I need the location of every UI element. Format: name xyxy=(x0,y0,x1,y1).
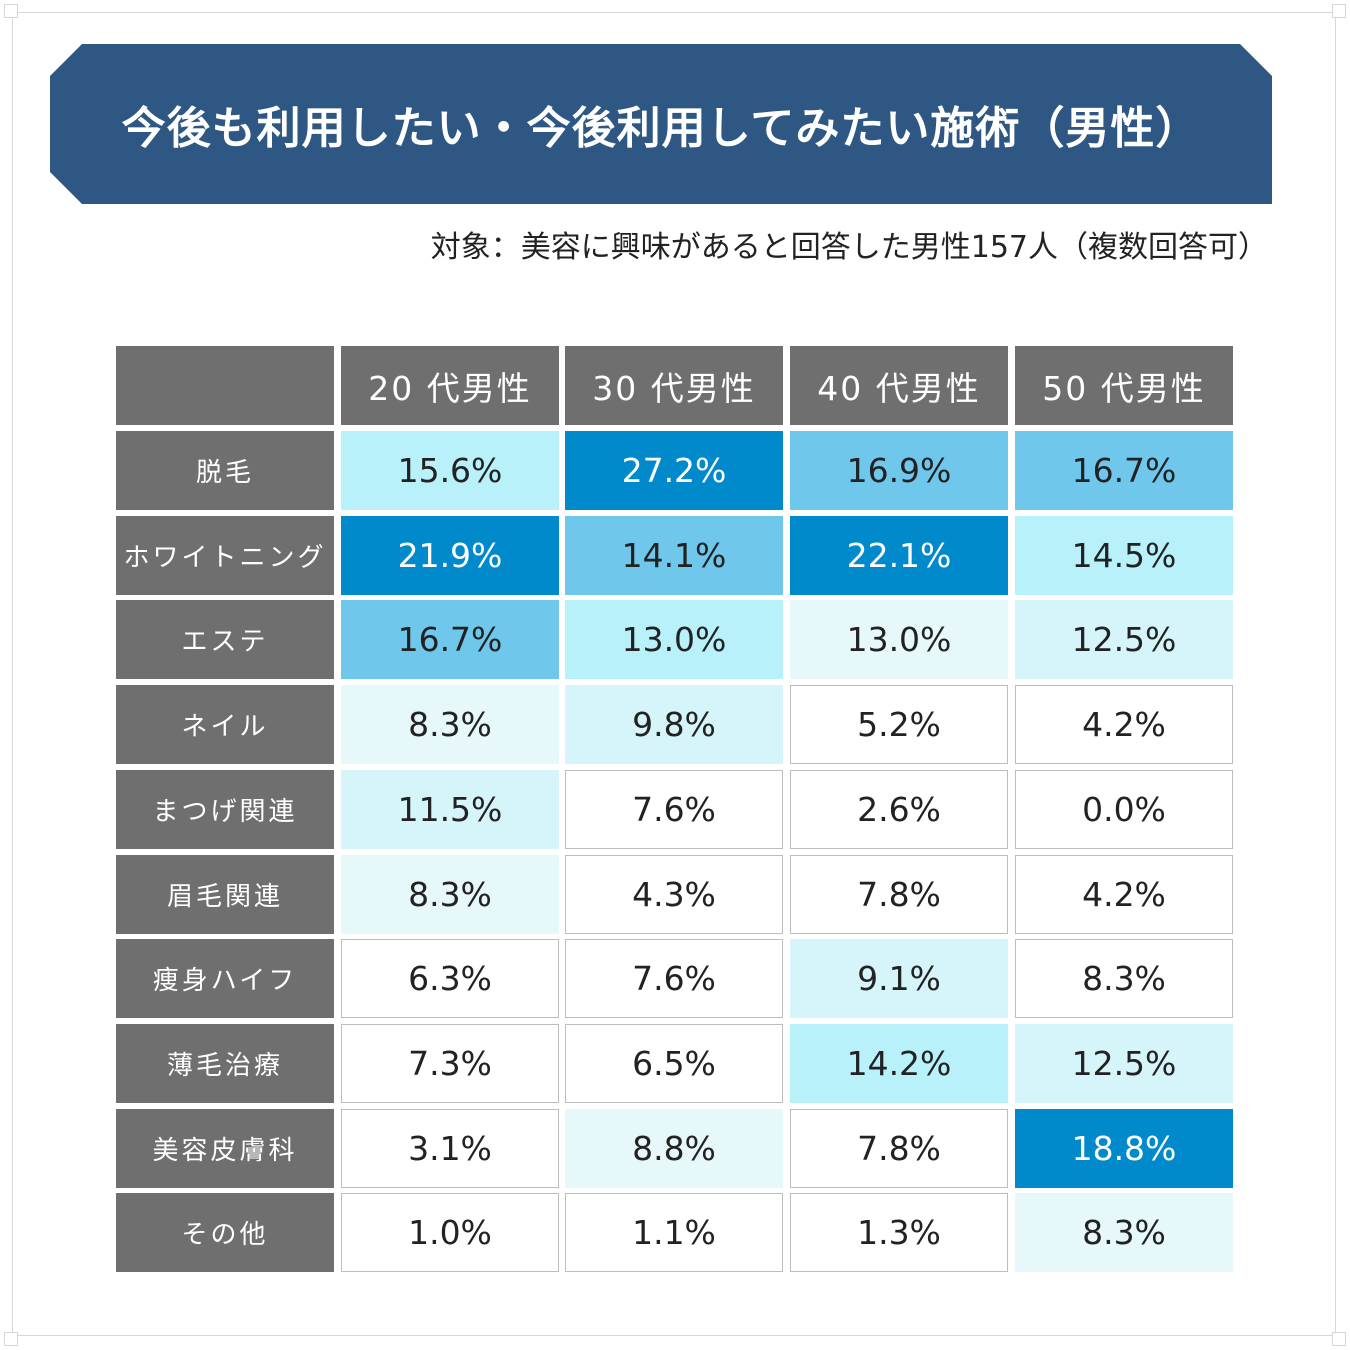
table-cell: 16.7% xyxy=(341,600,559,679)
table-cell: 0.0% xyxy=(1015,770,1233,849)
table-cell: 7.8% xyxy=(790,855,1008,934)
table-cell: 1.0% xyxy=(341,1193,559,1272)
row-label: まつげ関連 xyxy=(116,770,334,849)
row-label: 薄毛治療 xyxy=(116,1024,334,1103)
table-cell: 1.1% xyxy=(565,1193,783,1272)
column-header: 20 代男性 xyxy=(341,346,559,425)
table-cell: 1.3% xyxy=(790,1193,1008,1272)
table-cell: 7.6% xyxy=(565,770,783,849)
table-cell: 2.6% xyxy=(790,770,1008,849)
table-cell: 3.1% xyxy=(341,1109,559,1188)
outer-frame xyxy=(12,12,1336,1336)
row-label: その他 xyxy=(116,1193,334,1272)
row-label: 痩身ハイフ xyxy=(116,939,334,1018)
row-label: エステ xyxy=(116,600,334,679)
row-label: ホワイトニング xyxy=(116,516,334,595)
column-header: 40 代男性 xyxy=(790,346,1008,425)
column-header: 30 代男性 xyxy=(565,346,783,425)
table-cell: 5.2% xyxy=(790,685,1008,764)
table-cell: 6.3% xyxy=(341,939,559,1018)
table-cell: 14.2% xyxy=(790,1024,1008,1103)
table-cell: 8.8% xyxy=(565,1109,783,1188)
column-header: 50 代男性 xyxy=(1015,346,1233,425)
corner-mark-top-right xyxy=(1332,4,1346,18)
table-cell: 4.2% xyxy=(1015,685,1233,764)
row-label: ネイル xyxy=(116,685,334,764)
corner-mark-top-left xyxy=(4,4,18,18)
table-cell: 7.3% xyxy=(341,1024,559,1103)
chart-title: 今後も利用したい・今後利用してみたい施術（男性） xyxy=(121,103,1201,154)
corner-mark-bottom-right xyxy=(1332,1332,1346,1346)
table-cell: 9.1% xyxy=(790,939,1008,1018)
table-cell: 7.8% xyxy=(790,1109,1008,1188)
table-cell: 16.7% xyxy=(1015,431,1233,510)
table-cell: 8.3% xyxy=(1015,1193,1233,1272)
table-cell: 4.2% xyxy=(1015,855,1233,934)
table-cell: 13.0% xyxy=(790,600,1008,679)
table-cell: 12.5% xyxy=(1015,1024,1233,1103)
table-cell: 12.5% xyxy=(1015,600,1233,679)
header-corner-cell xyxy=(116,346,334,425)
row-label: 眉毛関連 xyxy=(116,855,334,934)
table-cell: 8.3% xyxy=(341,685,559,764)
table-cell: 14.1% xyxy=(565,516,783,595)
table-cell: 21.9% xyxy=(341,516,559,595)
table-cell: 15.6% xyxy=(341,431,559,510)
table-cell: 13.0% xyxy=(565,600,783,679)
row-label: 美容皮膚科 xyxy=(116,1109,334,1188)
table-cell: 9.8% xyxy=(565,685,783,764)
table-cell: 8.3% xyxy=(1015,939,1233,1018)
table-cell: 27.2% xyxy=(565,431,783,510)
corner-mark-bottom-left xyxy=(4,1332,18,1346)
table-cell: 8.3% xyxy=(341,855,559,934)
table-cell: 6.5% xyxy=(565,1024,783,1103)
table-cell: 16.9% xyxy=(790,431,1008,510)
table-cell: 14.5% xyxy=(1015,516,1233,595)
table-cell: 22.1% xyxy=(790,516,1008,595)
chart-subtitle: 対象：美容に興味があると回答した男性157人（複数回答可） xyxy=(430,230,1268,265)
title-banner: 今後も利用したい・今後利用してみたい施術（男性） xyxy=(50,44,1272,204)
table-cell: 11.5% xyxy=(341,770,559,849)
table-cell: 4.3% xyxy=(565,855,783,934)
table-cell: 7.6% xyxy=(565,939,783,1018)
row-label: 脱毛 xyxy=(116,431,334,510)
table-cell: 18.8% xyxy=(1015,1109,1233,1188)
